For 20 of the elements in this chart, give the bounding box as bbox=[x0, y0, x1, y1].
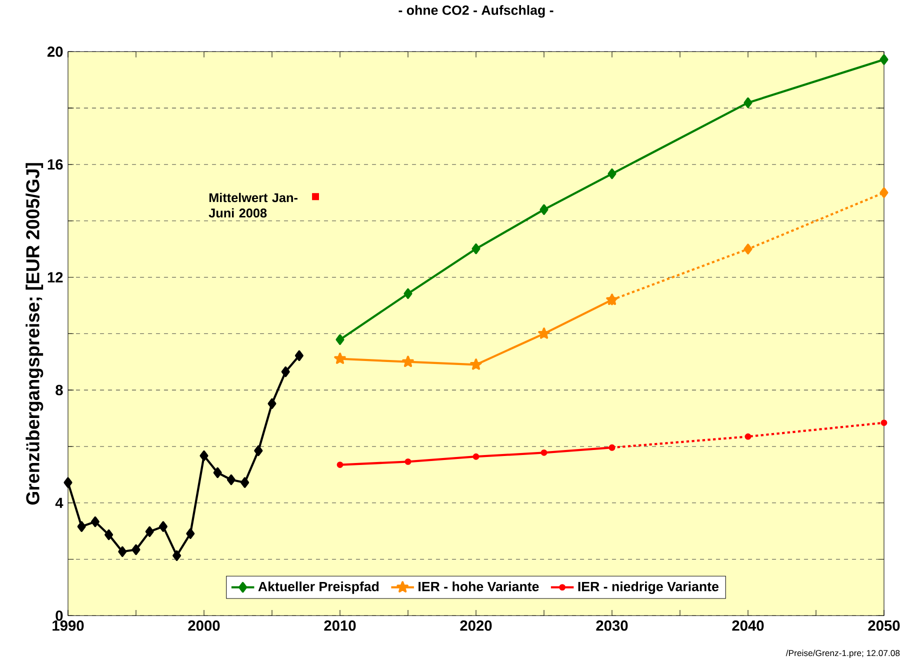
x-tick-label: 2040 bbox=[732, 620, 764, 631]
x-tick-label: 2010 bbox=[324, 620, 356, 631]
legend-label: Aktueller Preispfad bbox=[258, 581, 379, 594]
y-tick-label: 0 bbox=[56, 610, 63, 621]
legend-label: IER - niedrige Variante bbox=[578, 581, 719, 594]
y-axis-title: Grenzübergangspreise; [EUR 2005/GJ] bbox=[26, 163, 44, 505]
x-tick-label: 2030 bbox=[596, 620, 628, 631]
x-tick-label: 2020 bbox=[460, 620, 492, 631]
annotation: Mittelwert Jan-Juni 2008 bbox=[208, 192, 298, 218]
y-tick-label: 12 bbox=[48, 272, 63, 282]
y-tick-label: 4 bbox=[55, 498, 64, 508]
y-tick-label: 8 bbox=[56, 384, 63, 396]
x-tick-label: 2050 bbox=[868, 620, 900, 631]
legend-label: IER - hohe Variante bbox=[418, 581, 539, 592]
chart-title: - ohne CO2 - Aufschlag - bbox=[398, 5, 554, 18]
y-tick-label: 16 bbox=[48, 159, 63, 170]
x-tick-label: 1990 bbox=[52, 620, 84, 631]
text: /Preise/Grenz-1.pre; 12.07.08 bbox=[786, 650, 900, 658]
x-tick-label: 2000 bbox=[188, 620, 220, 631]
y-tick-label: 20 bbox=[47, 46, 63, 57]
